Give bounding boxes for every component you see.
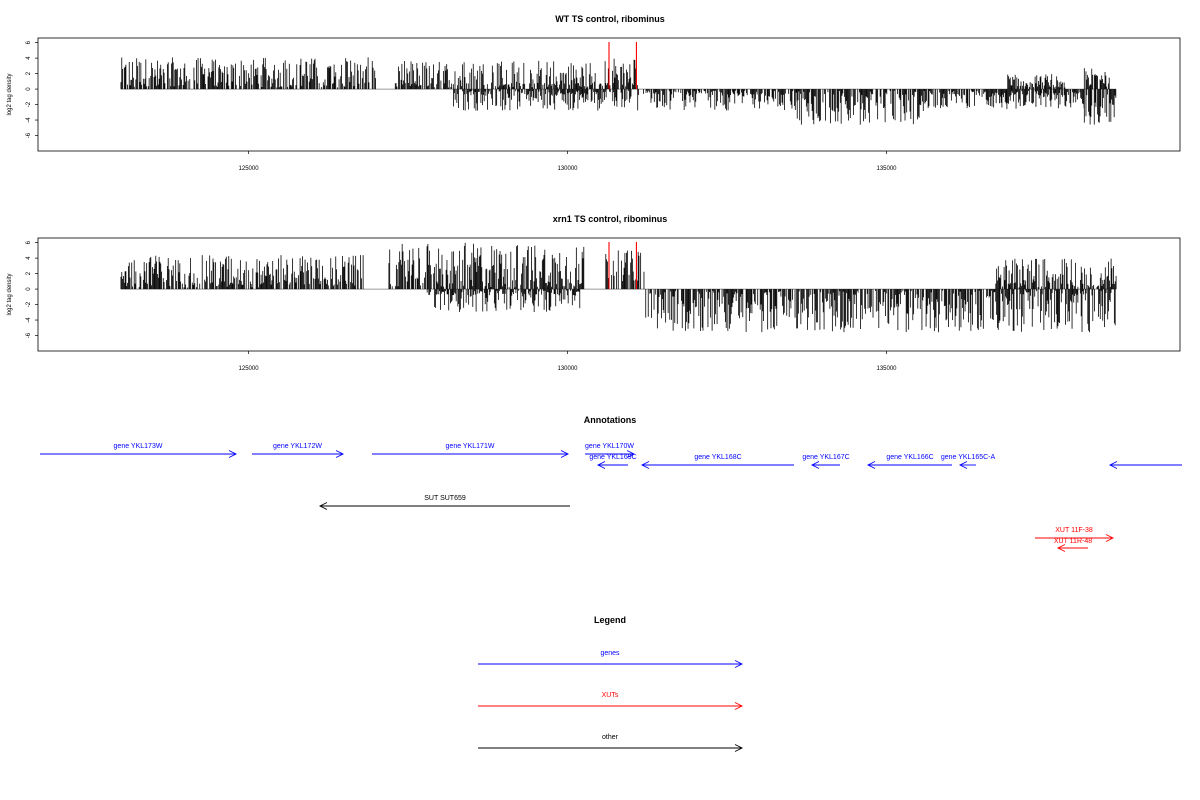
annotation-label: XUT 11R-48: [1054, 538, 1092, 545]
annotation-label: gene YKL169C: [589, 454, 636, 461]
legend-title: Legend: [594, 615, 626, 625]
legend-item: genes: [478, 650, 744, 668]
y-tick-label: 2: [26, 271, 32, 275]
annotation-arrow: gene YKL165C-A: [941, 454, 996, 469]
y-tick-label: 0: [26, 87, 32, 91]
y-tick-label: -2: [26, 301, 32, 307]
xrn1-track-panel: xrn1 TS control, ribominus log2 tag densi…: [7, 214, 1181, 372]
x-tick-label: 125000: [239, 366, 260, 372]
y-tick-label: 4: [26, 256, 32, 260]
legend-label: XUTs: [602, 692, 619, 699]
annotation-arrow: gene YKL169C: [589, 454, 637, 469]
annotation-label: gene YKL168C: [694, 454, 741, 461]
x-tick-label: 130000: [558, 166, 579, 172]
wt-track-panel: WT TS control, ribominus log2 tag density…: [7, 14, 1181, 172]
y-tick-label: 4: [26, 56, 32, 60]
annotation-label: gene YKL172W: [273, 443, 322, 450]
annotation-label: gene YKL171W: [446, 443, 495, 450]
annotation-arrow: gene YKL168C: [640, 454, 794, 469]
annotation-label: gene YKL170W: [585, 443, 634, 450]
track-title: WT TS control, ribominus: [555, 14, 665, 24]
annotation-track: gene YKL173W gene YKL172W gene YKL171W gene…: [40, 443, 1182, 552]
annotation-arrow: gene YKL173W: [40, 443, 238, 458]
annotation-arrow: [1108, 461, 1182, 469]
legend-item: other: [478, 734, 744, 752]
annotation-label: gene YKL173W: [114, 443, 163, 450]
y-tick-label: -6: [26, 332, 32, 338]
y-tick-label: 6: [26, 240, 32, 244]
annotation-arrow: gene YKL167C: [802, 454, 850, 469]
y-tick-label: -4: [26, 117, 32, 123]
y-axis-label: log2 tag density: [7, 273, 13, 315]
y-tick-label: -2: [26, 101, 32, 107]
y-axis-label: log2 tag density: [7, 73, 13, 115]
annotation-label: gene YKL166C: [886, 454, 933, 461]
annotation-arrow: SUT SUT659: [318, 495, 570, 510]
annotation-arrow: XUT 11R-48: [1054, 538, 1092, 552]
annotation-label: XUT 11F-38: [1055, 527, 1093, 534]
y-tick-label: 0: [26, 287, 32, 291]
x-tick-label: 125000: [239, 166, 260, 172]
x-tick-label: 130000: [558, 366, 579, 372]
annotation-arrow: gene YKL170W: [585, 443, 636, 458]
legend-label: other: [602, 734, 619, 741]
annotation-arrow: gene YKL171W: [372, 443, 570, 458]
plot-frame: [37, 237, 1181, 352]
annotations-title: Annotations: [584, 415, 637, 425]
y-tick-label: 2: [26, 71, 32, 75]
annotation-label: gene YKL167C: [802, 454, 849, 461]
annotation-arrow: gene YKL166C: [866, 454, 952, 469]
density-bars: [120, 57, 1117, 125]
legend: genes XUTs other: [478, 650, 744, 752]
x-tick-label: 135000: [877, 366, 898, 372]
annotation-arrow: XUT 11F-38: [1035, 527, 1115, 542]
y-tick-label: -4: [26, 317, 32, 323]
legend-label: genes: [600, 650, 620, 657]
y-tick-label: -6: [26, 132, 32, 138]
annotation-label: gene YKL165C-A: [941, 454, 996, 461]
track-title: xrn1 TS control, ribominus: [553, 214, 668, 224]
annotation-arrow: gene YKL172W: [252, 443, 345, 458]
annotation-label: SUT SUT659: [424, 495, 466, 502]
legend-item: XUTs: [478, 692, 744, 710]
density-bars: [120, 242, 1117, 333]
x-tick-label: 135000: [877, 166, 898, 172]
y-tick-label: 6: [26, 40, 32, 44]
plot-frame: [37, 37, 1181, 152]
